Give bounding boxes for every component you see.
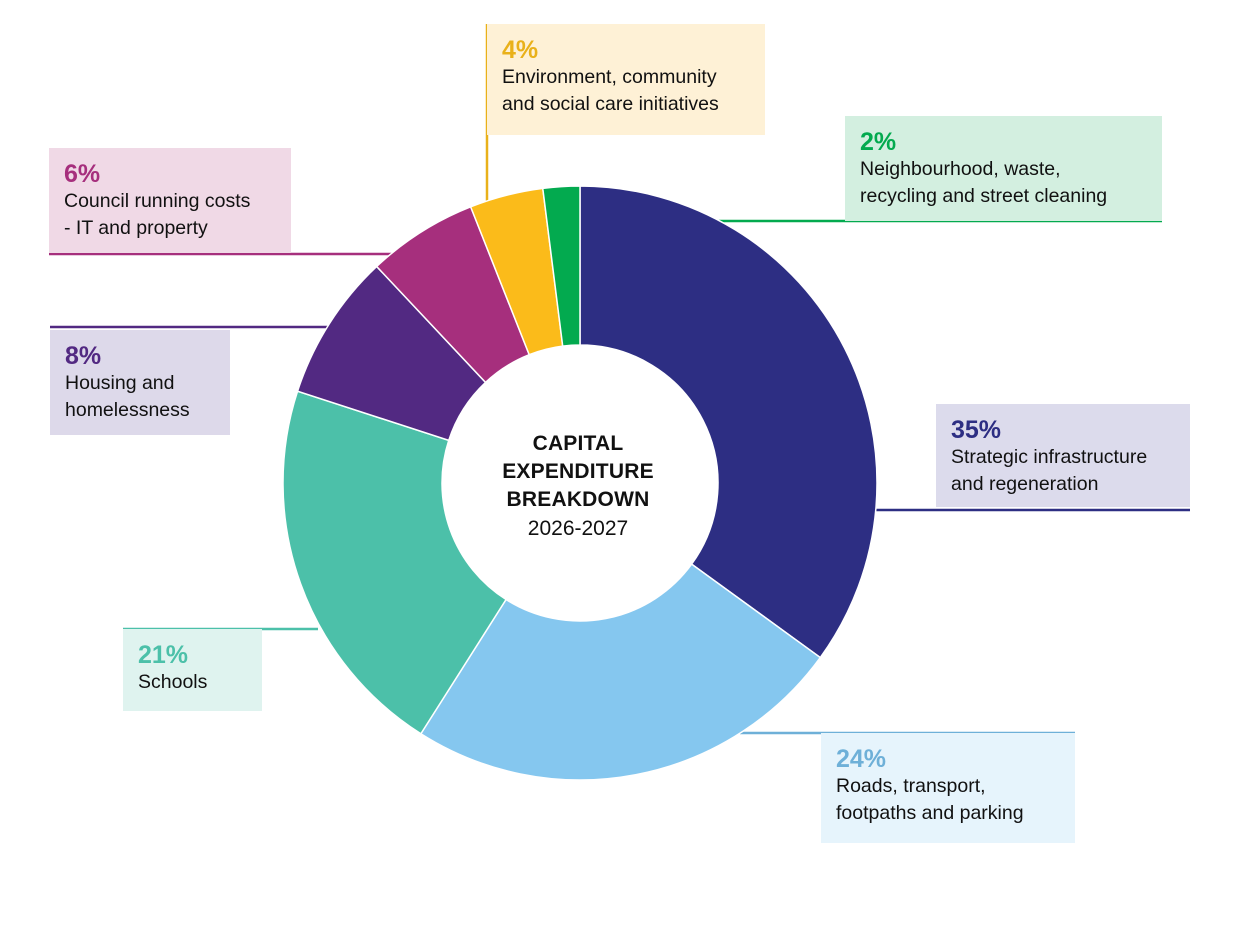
- slice-percent-6: 2%: [860, 128, 897, 156]
- chart-center-title: CAPITAL EXPENDITURE BREAKDOWN 2026-2027: [478, 430, 678, 544]
- slice-percent-3: 8%: [65, 342, 102, 370]
- slice-label-2: 21% Schools: [123, 629, 262, 711]
- slice-label-0: 35% Strategic infrastructure and regenerat…: [936, 404, 1190, 507]
- slice-label-text-3-0: Housing and: [65, 372, 175, 394]
- donut-slice-2: [282, 390, 508, 735]
- center-title-line-2: EXPENDITURE: [502, 460, 654, 483]
- donut-slice-1: [419, 563, 822, 781]
- slice-percent-5: 4%: [502, 36, 539, 64]
- slice-label-text-4-0: Council running costs: [64, 190, 251, 212]
- center-title-line-1: CAPITAL: [532, 432, 624, 455]
- donut-slice-0: [579, 185, 878, 659]
- slice-label-5: 4% Environment, community and social care …: [487, 24, 765, 135]
- slice-label-text-3-1: homelessness: [65, 399, 190, 421]
- slice-label-6: 2% Neighbourhood, waste, recycling and str…: [845, 116, 1162, 221]
- slice-percent-0: 35%: [951, 416, 1002, 444]
- slice-label-text-1-1: footpaths and parking: [836, 802, 1024, 824]
- slice-label-text-5-1: and social care initiatives: [502, 93, 719, 115]
- slice-label-4: 6% Council running costs - IT and property: [49, 148, 291, 253]
- donut-slices: [282, 185, 878, 781]
- slice-label-3: 8% Housing and homelessness: [50, 330, 230, 435]
- slice-label-text-6-1: recycling and street cleaning: [860, 185, 1108, 207]
- slice-label-text-4-1: - IT and property: [64, 217, 208, 239]
- slice-percent-4: 6%: [64, 160, 101, 188]
- center-title-line-3: BREAKDOWN: [506, 488, 650, 511]
- slice-label-1: 24% Roads, transport, footpaths and parkin…: [821, 733, 1075, 843]
- slice-percent-2: 21%: [138, 641, 189, 669]
- center-subtitle: 2026-2027: [527, 517, 629, 540]
- slice-label-text-0-1: and regeneration: [951, 473, 1099, 495]
- slice-percent-1: 24%: [836, 745, 887, 773]
- slice-label-text-6-0: Neighbourhood, waste,: [860, 158, 1061, 180]
- slice-label-text-2-0: Schools: [138, 671, 208, 693]
- slice-label-text-5-0: Environment, community: [502, 66, 717, 88]
- slice-label-text-0-0: Strategic infrastructure: [951, 446, 1148, 468]
- donut-slice-6: [541, 185, 581, 347]
- slice-label-text-1-0: Roads, transport,: [836, 775, 986, 797]
